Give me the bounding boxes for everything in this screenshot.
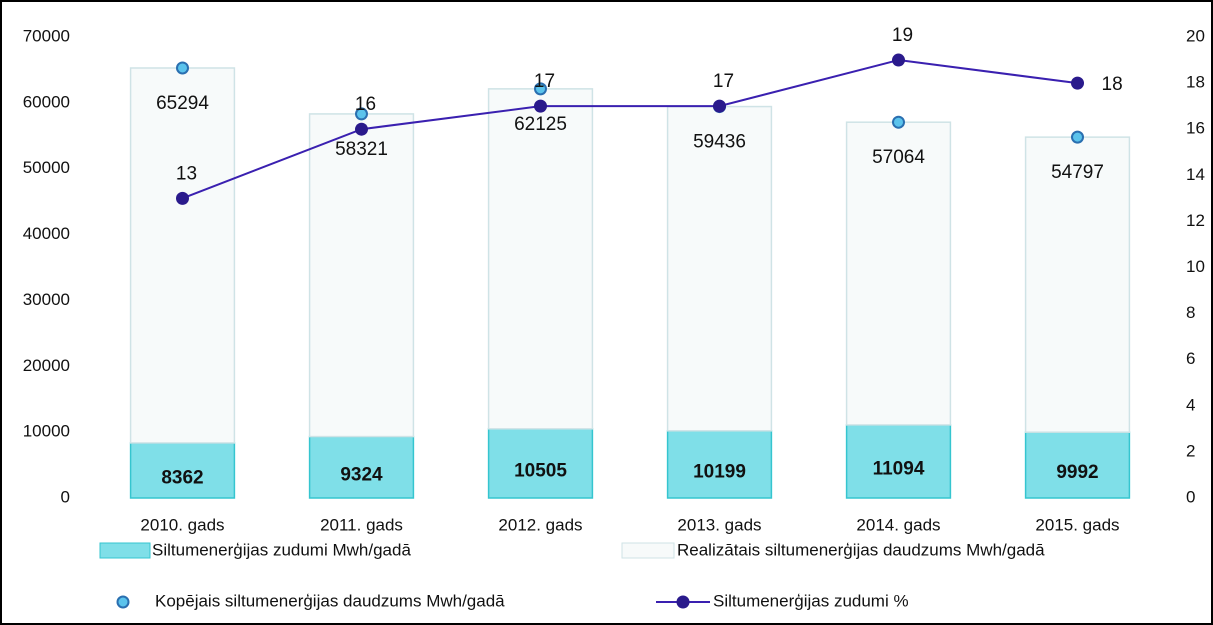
y2-tick-label: 6	[1186, 349, 1195, 368]
y2-tick-label: 12	[1186, 211, 1205, 230]
point	[1071, 130, 1084, 144]
line-marker	[892, 53, 905, 67]
line	[182, 59, 1078, 200]
line-marker	[534, 99, 547, 113]
y-tick-label: 20000	[23, 356, 70, 375]
data-label: 11094	[873, 458, 925, 479]
y2-tick-label: 4	[1186, 395, 1195, 414]
data-label: 17	[713, 71, 734, 92]
data-label: 57064	[872, 147, 925, 168]
data-label: 16	[355, 94, 376, 115]
bar	[666, 105, 773, 432]
y-tick-label: 70000	[23, 26, 70, 45]
y-tick-label: 60000	[23, 92, 70, 111]
legend-label: Realizātais siltumenerģijas daudzums Mwh…	[677, 540, 1045, 559]
line-marker	[1071, 76, 1084, 90]
y2-tick-label: 0	[1186, 487, 1195, 506]
data-label: 62125	[514, 114, 567, 135]
legend-swatch	[676, 595, 690, 609]
legend-label: Siltumenerģijas zudumi %	[713, 591, 909, 610]
legend-swatch	[116, 595, 130, 609]
bar	[845, 424, 952, 499]
data-label: 9324	[340, 464, 383, 485]
bar	[308, 113, 415, 438]
data-label: 17	[534, 71, 555, 92]
y-tick-label: 30000	[23, 290, 70, 309]
data-label: 9992	[1056, 462, 1098, 483]
line-marker	[176, 191, 189, 205]
bar	[487, 428, 594, 499]
x-tick-label: 2012. gads	[498, 515, 582, 534]
legend-swatch	[99, 542, 151, 559]
data-label: 19	[892, 25, 913, 46]
data-label: 10199	[693, 461, 746, 482]
y2-tick-label: 16	[1186, 119, 1205, 138]
x-tick-label: 2014. gads	[856, 515, 940, 534]
y2-tick-label: 20	[1186, 26, 1205, 45]
bar	[129, 442, 236, 499]
legend-swatch	[621, 542, 675, 559]
data-label: 13	[176, 163, 197, 184]
data-label: 18	[1102, 74, 1123, 95]
y2-tick-label: 14	[1186, 165, 1205, 184]
point	[534, 82, 547, 96]
y2-tick-label: 18	[1186, 73, 1205, 92]
data-label: 58321	[335, 139, 388, 160]
bar	[666, 430, 773, 499]
y-tick-label: 40000	[23, 224, 70, 243]
point	[892, 115, 905, 129]
line-marker	[713, 99, 726, 113]
data-label: 65294	[156, 93, 209, 114]
data-label: 54797	[1051, 162, 1104, 183]
point	[176, 61, 189, 75]
y2-tick-label: 8	[1186, 303, 1195, 322]
y-tick-label: 0	[61, 487, 70, 506]
x-tick-label: 2013. gads	[677, 515, 761, 534]
legend-label: Siltumenerģijas zudumi Mwh/gadā	[152, 540, 411, 559]
data-label: 59436	[693, 132, 746, 153]
data-label: 10505	[514, 460, 567, 481]
x-tick-label: 2010. gads	[140, 515, 224, 534]
bar	[129, 67, 236, 444]
data-label: 8362	[161, 467, 203, 488]
y-tick-label: 50000	[23, 158, 70, 177]
bar	[1024, 431, 1131, 499]
x-tick-label: 2015. gads	[1035, 515, 1119, 534]
line-marker	[355, 122, 368, 136]
y-tick-label: 10000	[23, 422, 70, 441]
bar	[1024, 136, 1131, 433]
legend-label: Kopējais siltumenerģijas daudzums Mwh/ga…	[155, 591, 505, 610]
x-tick-label: 2011. gads	[320, 515, 403, 534]
y2-tick-label: 2	[1186, 441, 1195, 460]
point	[355, 107, 368, 121]
y2-tick-label: 10	[1186, 257, 1205, 276]
bar	[487, 88, 594, 430]
bar	[845, 121, 952, 426]
